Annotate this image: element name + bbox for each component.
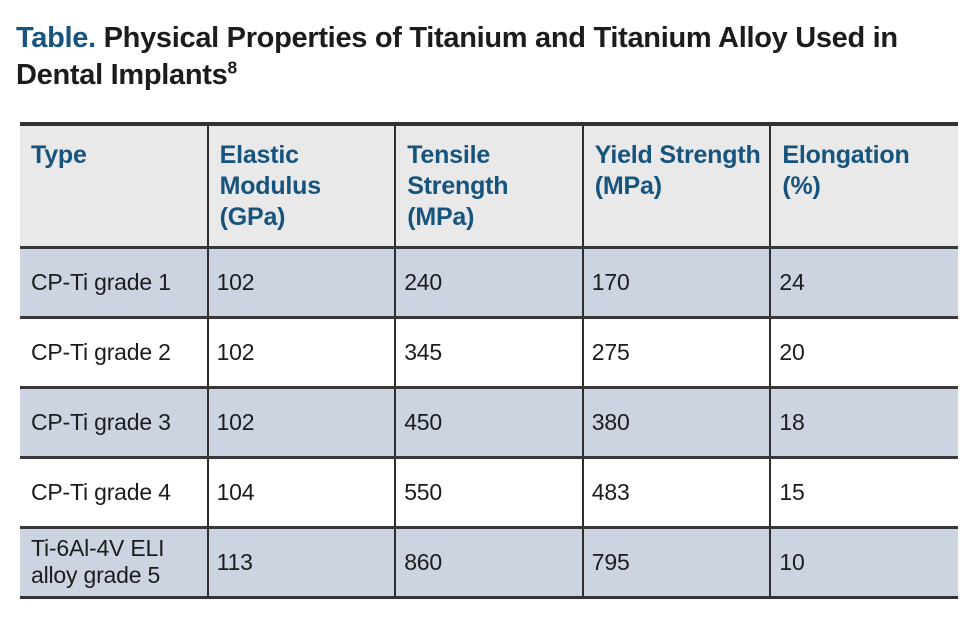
cell-type: Ti-6Al-4V ELI alloy grade 5 <box>20 527 208 597</box>
cell-elongation: 20 <box>769 317 958 387</box>
cell-yield-strength: 275 <box>581 317 771 387</box>
column-header-tensile-strength: Tensile Strength (MPa) <box>394 124 583 247</box>
cell-tensile-strength: 550 <box>394 457 583 527</box>
cell-elastic-modulus: 113 <box>206 527 396 597</box>
cell-tensile-strength: 240 <box>394 247 583 317</box>
cell-elongation: 10 <box>769 527 958 597</box>
cell-type: CP-Ti grade 3 <box>20 387 208 457</box>
table-title-reference-superscript: 8 <box>227 57 237 78</box>
column-header-elongation: Elongation (%) <box>769 124 958 247</box>
cell-type: CP-Ti grade 4 <box>20 457 208 527</box>
table-row: CP-Ti grade 4 104 550 483 15 <box>20 457 958 527</box>
column-header-type: Type <box>20 124 208 247</box>
cell-tensile-strength: 345 <box>394 317 583 387</box>
cell-elongation: 15 <box>769 457 958 527</box>
column-header-elastic-modulus: Elastic Modulus (GPa) <box>206 124 396 247</box>
table-row: CP-Ti grade 1 102 240 170 24 <box>20 247 958 317</box>
cell-elongation: 24 <box>769 247 958 317</box>
cell-elastic-modulus: 102 <box>206 387 396 457</box>
table-row: CP-Ti grade 2 102 345 275 20 <box>20 317 958 387</box>
cell-tensile-strength: 860 <box>394 527 583 597</box>
cell-elongation: 18 <box>769 387 958 457</box>
table-title-text: Physical Properties of Titanium and Tita… <box>16 22 898 91</box>
cell-yield-strength: 380 <box>581 387 771 457</box>
cell-yield-strength: 795 <box>581 527 771 597</box>
header-row: Type Elastic Modulus (GPa) Tensile Stren… <box>20 124 958 247</box>
cell-elastic-modulus: 102 <box>206 317 396 387</box>
cell-elastic-modulus: 104 <box>206 457 396 527</box>
table-title-prefix: Table. <box>16 22 96 54</box>
cell-yield-strength: 170 <box>581 247 771 317</box>
table-row: Ti-6Al-4V ELI alloy grade 5 113 860 795 … <box>20 527 958 597</box>
table-row: CP-Ti grade 3 102 450 380 18 <box>20 387 958 457</box>
cell-yield-strength: 483 <box>581 457 771 527</box>
titanium-properties-table: Type Elastic Modulus (GPa) Tensile Stren… <box>20 122 958 599</box>
cell-tensile-strength: 450 <box>394 387 583 457</box>
table-title: Table. Physical Properties of Titanium a… <box>16 20 928 94</box>
column-header-yield-strength: Yield Strength (MPa) <box>581 124 771 247</box>
cell-elastic-modulus: 102 <box>206 247 396 317</box>
cell-type: CP-Ti grade 1 <box>20 247 208 317</box>
cell-type: CP-Ti grade 2 <box>20 317 208 387</box>
